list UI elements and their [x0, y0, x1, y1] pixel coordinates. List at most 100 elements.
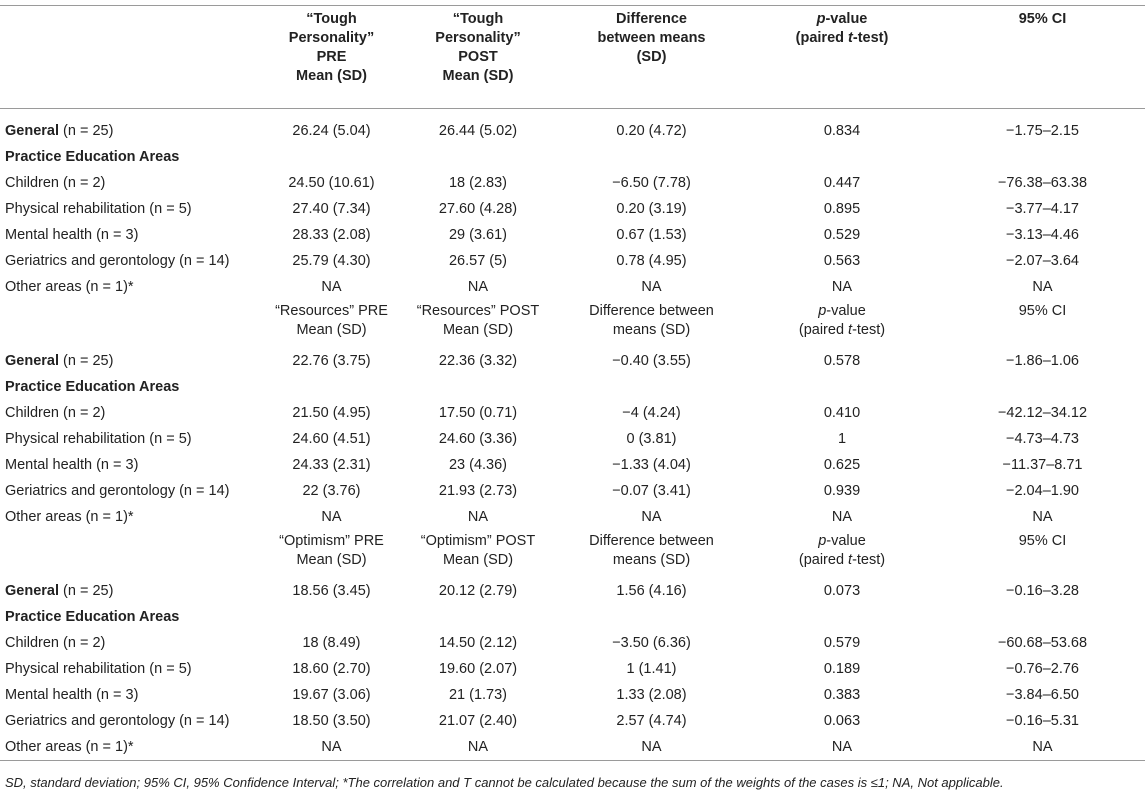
general-value: −1.75–2.15	[1006, 123, 1079, 139]
row-value: 0.67 (1.53)	[616, 227, 687, 243]
table-row: Other areas (n = 1)* NA NA NA NA NA	[0, 274, 1145, 300]
row-label: Physical rehabilitation (n = 5)	[5, 201, 192, 217]
row-label: Physical rehabilitation (n = 5)	[5, 431, 192, 447]
row-value: 0.78 (4.95)	[616, 253, 687, 269]
subheader-cell: Difference between means (SD)	[559, 530, 744, 578]
general-value: 22.76 (3.75)	[292, 353, 371, 369]
areas-title-empty	[559, 144, 744, 170]
row-value: −0.07 (3.41)	[612, 483, 691, 499]
subheader-paired-b: -test)	[852, 322, 886, 338]
table-row: Mental health (n = 3) 19.67 (3.06) 21 (1.7…	[0, 682, 1145, 708]
row-label: Children (n = 2)	[5, 175, 106, 191]
row-value: 0.063	[823, 713, 861, 729]
table-row: Other areas (n = 1)* NA NA NA NA NA	[0, 734, 1145, 761]
general-value: 1.56 (4.16)	[616, 583, 687, 599]
row-value: −4 (4.24)	[622, 405, 681, 421]
row-label: Children (n = 2)	[5, 635, 106, 651]
row-value: −2.07–3.64	[1006, 253, 1079, 269]
subheader-line: means (SD)	[612, 552, 691, 568]
subheader-line: “Optimism” POST	[420, 533, 536, 549]
row-value: 0.20 (3.19)	[616, 201, 687, 217]
row-value: NA	[641, 279, 662, 295]
row-value: 18.50 (3.50)	[292, 713, 371, 729]
row-value: 19.67 (3.06)	[292, 687, 371, 703]
row-value: 0.447	[823, 175, 861, 191]
row-value: −4.73–4.73	[1006, 431, 1079, 447]
subheader-ci-label: 95% CI	[1018, 303, 1067, 319]
areas-title-empty	[744, 604, 940, 630]
subheader-line: “Optimism” PRE	[279, 533, 384, 549]
table-row: Geriatrics and gerontology (n = 14) 18.50…	[0, 708, 1145, 734]
row-value: −3.13–4.46	[1006, 227, 1079, 243]
row-value: 0.410	[823, 405, 861, 421]
row-value: −76.38–63.38	[997, 175, 1088, 191]
header-tough-post-line1: “Tough	[452, 11, 504, 27]
row-value: −0.76–2.76	[1006, 661, 1079, 677]
header-tough-pre-line1: “Tough Personality”	[288, 11, 375, 46]
row-value: 1	[837, 431, 847, 447]
areas-title-empty	[397, 374, 559, 400]
subheader-p-rest: -value	[826, 533, 866, 549]
row-value: −1.33 (4.04)	[612, 457, 691, 473]
table-body: General (n = 25) 26.24 (5.04) 26.44 (5.02)…	[0, 109, 1145, 761]
row-value: −42.12–34.12	[997, 405, 1088, 421]
areas-title: Practice Education Areas	[5, 379, 180, 395]
general-label-bold: General	[5, 353, 59, 369]
header-empty	[0, 5, 266, 109]
subheader-line: Mean (SD)	[442, 322, 514, 338]
general-value: 0.578	[823, 353, 861, 369]
subheader-paired-t: t	[848, 552, 853, 568]
general-label-bold: General	[5, 583, 59, 599]
row-label: Other areas (n = 1)*	[5, 509, 134, 525]
row-value: NA	[1032, 509, 1053, 525]
header-paired-a: (paired	[795, 30, 849, 46]
areas-title-empty	[744, 144, 940, 170]
general-label: General (n = 25)	[0, 578, 266, 604]
subheader-paired-a: (paired	[798, 322, 849, 338]
row-value: 24.60 (4.51)	[292, 431, 371, 447]
row-label: Geriatrics and gerontology (n = 14)	[5, 253, 230, 269]
header-p-letter: p	[816, 11, 826, 27]
areas-title-empty	[940, 604, 1145, 630]
table-row: Mental health (n = 3) 24.33 (2.31) 23 (4.3…	[0, 452, 1145, 478]
subheader-row: “Optimism” PRE Mean (SD) “Optimism” POST Me…	[0, 530, 1145, 578]
subheader-p-value: p-value (paired t-test)	[744, 530, 940, 578]
row-value: 18 (2.83)	[448, 175, 508, 191]
table-row: Physical rehabilitation (n = 5) 27.40 (7.…	[0, 196, 1145, 222]
row-value: NA	[467, 509, 489, 525]
areas-title-row: Practice Education Areas	[0, 604, 1145, 630]
table-row: Geriatrics and gerontology (n = 14) 25.79…	[0, 248, 1145, 274]
header-ci-label: 95% CI	[1018, 11, 1067, 27]
row-value: 28.33 (2.08)	[292, 227, 371, 243]
row-value: NA	[940, 734, 1145, 761]
subheader-p-value: p-value (paired t-test)	[744, 300, 940, 348]
table-footnote: SD, standard deviation; 95% CI, 95% Conf…	[5, 775, 1004, 790]
row-value: 0.189	[823, 661, 861, 677]
areas-title-empty	[266, 144, 397, 170]
header-tough-post: “Tough Personality” POST Mean (SD)	[397, 5, 559, 109]
row-label: Mental health (n = 3)	[5, 457, 139, 473]
areas-title-empty	[744, 374, 940, 400]
general-value: 22.36 (3.32)	[438, 353, 518, 369]
row-label: Other areas (n = 1)*	[5, 279, 134, 295]
row-value: −2.04–1.90	[1006, 483, 1079, 499]
header-tough-pre-line3: Mean (SD)	[296, 68, 367, 84]
row-label: Geriatrics and gerontology (n = 14)	[5, 713, 230, 729]
subheader-empty	[0, 530, 266, 578]
general-row: General (n = 25) 18.56 (3.45) 20.12 (2.79)…	[0, 578, 1145, 604]
header-difference-line1: Difference	[616, 11, 687, 27]
row-value: 22 (3.76)	[302, 483, 361, 499]
row-value: −3.77–4.17	[1006, 201, 1079, 217]
row-value: 0.529	[823, 227, 861, 243]
subheader-line: means (SD)	[612, 322, 691, 338]
row-value: NA	[266, 734, 397, 761]
row-value: 0.579	[823, 635, 861, 651]
row-value: NA	[744, 734, 940, 761]
row-value: 21.93 (2.73)	[438, 483, 518, 499]
row-value: 27.60 (4.28)	[438, 201, 518, 217]
statistics-table: “Tough Personality” PRE Mean (SD) “Tough…	[0, 5, 1145, 761]
row-value: 24.60 (3.36)	[438, 431, 518, 447]
general-value: 26.24 (5.04)	[292, 123, 371, 139]
row-label: Other areas (n = 1)*	[0, 734, 266, 761]
general-value: 26.44 (5.02)	[438, 123, 518, 139]
